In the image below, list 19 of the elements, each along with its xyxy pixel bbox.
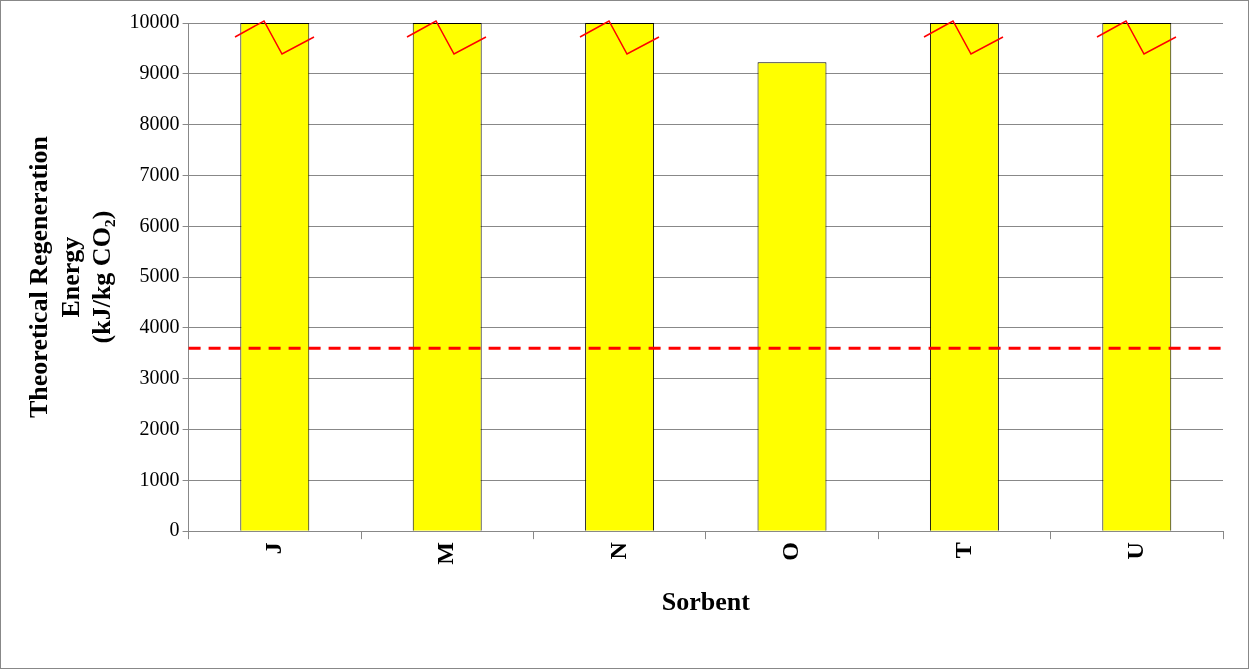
y-tick-label: 6000 xyxy=(139,213,180,236)
y-tick-label: 0 xyxy=(169,518,180,541)
y-tick-label: 8000 xyxy=(139,111,180,134)
y-tick-label: 3000 xyxy=(139,365,180,388)
y-tick-label: 1000 xyxy=(139,467,180,490)
x-tick-label: T xyxy=(949,542,976,559)
y-tick-label: 5000 xyxy=(139,264,180,287)
y-tick-label: 2000 xyxy=(139,416,180,439)
y-tick-label: 9000 xyxy=(139,61,180,84)
x-tick-label: U xyxy=(1122,542,1148,560)
y-tick-label: 7000 xyxy=(139,162,180,185)
y-tick-label: 10000 xyxy=(129,10,180,33)
x-tick-label: J xyxy=(260,542,286,555)
y-axis-title: Theoretical Regeneration Energy (kJ/kg CO₂) xyxy=(24,135,116,418)
y-tick-label: 4000 xyxy=(139,315,180,338)
x-tick-label: O xyxy=(777,542,804,561)
x-axis-title: Sorbent xyxy=(661,587,751,617)
x-tick-label: N xyxy=(604,541,631,560)
x-tick-label: M xyxy=(432,542,459,565)
